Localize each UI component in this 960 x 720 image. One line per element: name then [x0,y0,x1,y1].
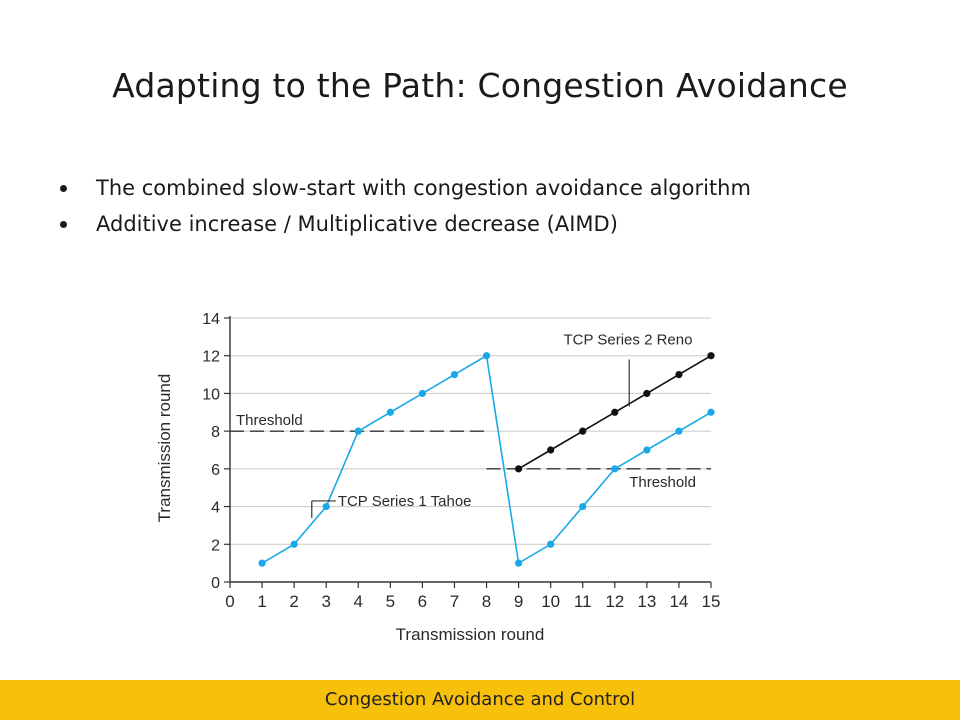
reno-label: TCP Series 2 Reno [563,331,692,348]
data-point [579,427,587,435]
data-point [482,352,491,360]
y-tick-label: 10 [202,386,220,403]
x-tick-label: 12 [605,592,624,611]
x-tick-label: 10 [541,592,560,611]
data-point [707,408,715,416]
bullet-list: The combined slow-start with congestion … [60,176,751,248]
data-point [515,465,523,473]
bullet-text: Additive increase / Multiplicative decre… [96,212,618,236]
bullet-dot-icon [60,221,67,228]
data-point [418,389,426,398]
data-point [515,559,523,567]
data-point [611,408,619,416]
x-tick-label: 3 [321,592,330,611]
footer-text: Congestion Avoidance and Control [324,689,636,710]
data-point [322,502,330,511]
data-point [258,559,266,567]
x-tick-label: 13 [637,592,656,611]
tahoe-label: TCP Series 1 Tahoe [338,493,472,510]
x-tick-label: 7 [450,592,459,611]
y-tick-label: 4 [211,500,220,517]
x-tick-label: 2 [289,592,298,611]
bullet-item: The combined slow-start with congestion … [60,176,751,200]
data-series [258,352,715,567]
data-point [579,502,587,511]
x-tick-label: 5 [386,592,395,611]
data-point [643,446,651,454]
x-axis-label: Transmission round [396,625,545,644]
x-tick-label: 4 [354,592,363,611]
bullet-item: Additive increase / Multiplicative decre… [60,212,751,236]
y-tick-label: 0 [211,575,220,592]
data-point [707,352,715,360]
y-axis-label: Transmission round [155,374,174,523]
y-tick-label: 14 [202,311,220,328]
slide-title: Adapting to the Path: Congestion Avoidan… [112,66,848,105]
data-point [450,370,459,379]
data-point [675,427,683,435]
threshold-lines: Threshold Threshold [230,412,711,491]
data-point [547,540,555,548]
threshold-label: Threshold [629,474,696,491]
y-tick-label: 6 [211,462,220,479]
y-tick-label: 12 [202,349,220,366]
x-tick-label: 11 [574,592,592,611]
data-point [547,446,555,454]
data-point [643,389,651,398]
data-point [290,540,298,548]
x-tick-label: 14 [669,592,688,611]
x-tick-label: 15 [702,592,721,611]
x-tick-label: 9 [514,592,523,611]
threshold-label: Threshold [236,412,303,429]
data-point [354,427,362,435]
data-point [611,465,619,473]
x-tick-label: 8 [482,592,491,611]
x-tick-label: 6 [418,592,427,611]
footer-bar: Congestion Avoidance and Control [0,680,960,720]
bullet-dot-icon [60,185,67,192]
x-tick-label: 0 [225,592,234,611]
y-tick-label: 2 [211,537,220,554]
bullet-text: The combined slow-start with congestion … [96,176,751,200]
data-point [386,408,394,416]
annotations: TCP Series 1 Tahoe TCP Series 2 Reno [311,331,692,518]
y-tick-label: 8 [211,424,220,441]
x-tick-label: 1 [257,592,266,611]
data-point [675,370,683,379]
series-line [261,354,712,565]
